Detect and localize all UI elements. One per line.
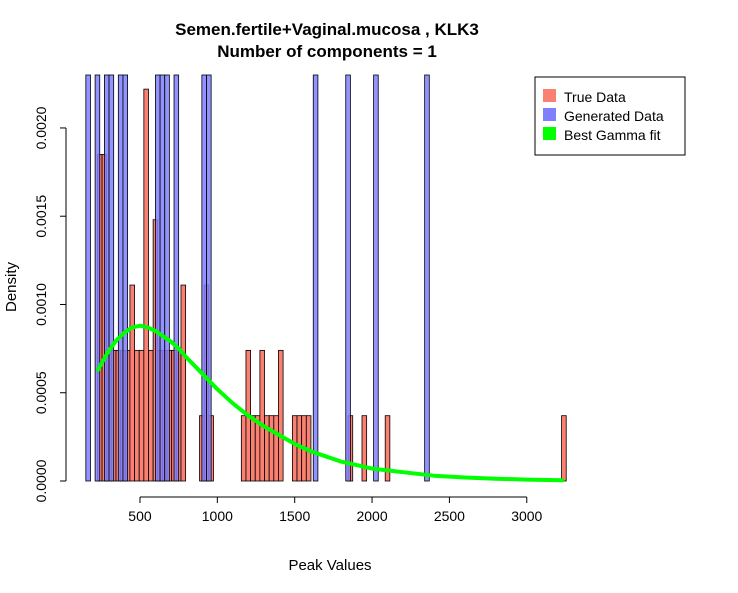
generated-data-bar	[312, 74, 319, 482]
y-tick-label: 0.0005	[33, 371, 49, 414]
true-data-bar	[143, 88, 149, 482]
y-tick-label: 0.0000	[33, 459, 49, 502]
chart-title: Semen.fertile+Vaginal.mucosa , KLK3	[175, 20, 479, 39]
generated-data-bar	[424, 74, 430, 482]
legend-label-gamma-fit: Best Gamma fit	[564, 127, 661, 143]
plot-area	[85, 74, 567, 483]
x-tick-label: 500	[128, 508, 152, 524]
generated-data-bar	[85, 74, 91, 482]
x-tick-label: 3000	[511, 508, 542, 524]
true-data-bar	[250, 415, 256, 482]
legend-box	[534, 76, 686, 156]
generated-data-bar	[201, 74, 207, 482]
generated-data-bar	[103, 74, 110, 482]
generated-data-bar	[117, 74, 124, 482]
x-tick-label: 1500	[279, 508, 310, 524]
generated-data-bar	[108, 74, 115, 482]
y-tick-label: 0.0015	[33, 195, 49, 238]
x-tick-label: 2000	[356, 508, 387, 524]
true-data-bar	[268, 415, 275, 482]
generated-data-bar	[373, 74, 379, 482]
legend-swatch-generated-data	[543, 108, 556, 121]
generated-data-bar	[345, 74, 351, 482]
x-axis-label: Peak Values	[288, 557, 371, 574]
generated-data-bar	[164, 74, 170, 482]
legend-swatch-gamma-fit	[543, 127, 556, 140]
y-tick-label: 0.0010	[33, 283, 49, 326]
true-data-bar	[134, 349, 140, 482]
true-data-bar	[291, 415, 298, 482]
chart-subtitle: Number of components = 1	[217, 42, 437, 61]
true-data-bar	[180, 284, 187, 482]
x-tick-label: 1000	[202, 508, 233, 524]
gamma-fit-line	[96, 323, 565, 483]
generated-data-bar	[94, 74, 101, 482]
generated-data-bar	[155, 74, 161, 482]
generated-data-bar	[173, 74, 180, 482]
true-data-bar	[361, 415, 368, 482]
generated-data-bar	[206, 74, 212, 482]
generated-data-bar	[122, 74, 129, 482]
x-tick-label: 2500	[434, 508, 465, 524]
true-data-bar	[273, 415, 279, 482]
y-axis: 0.0000 0.0005 0.0010 0.0015 0.0020	[33, 106, 67, 502]
true-data-bar	[259, 349, 265, 482]
true-data-bar	[384, 415, 391, 482]
true-data-bar	[278, 349, 284, 482]
y-tick-label: 0.0020	[33, 106, 49, 149]
legend-swatch-true-data	[543, 89, 556, 102]
legend: True Data Generated Data Best Gamma fit	[534, 76, 686, 156]
true-data-bar	[148, 349, 154, 482]
y-axis-label: Density	[3, 261, 20, 312]
legend-label-generated-data: Generated Data	[564, 108, 664, 124]
generated-data-bar	[159, 74, 166, 482]
true-data-bar	[129, 284, 135, 482]
true-data-bar	[561, 415, 567, 482]
true-data-bar	[240, 415, 247, 482]
x-axis: 500 1000 1500 2000 2500 3000	[128, 496, 543, 524]
true-data-bar	[138, 349, 145, 482]
legend-label-true-data: True Data	[564, 89, 626, 105]
